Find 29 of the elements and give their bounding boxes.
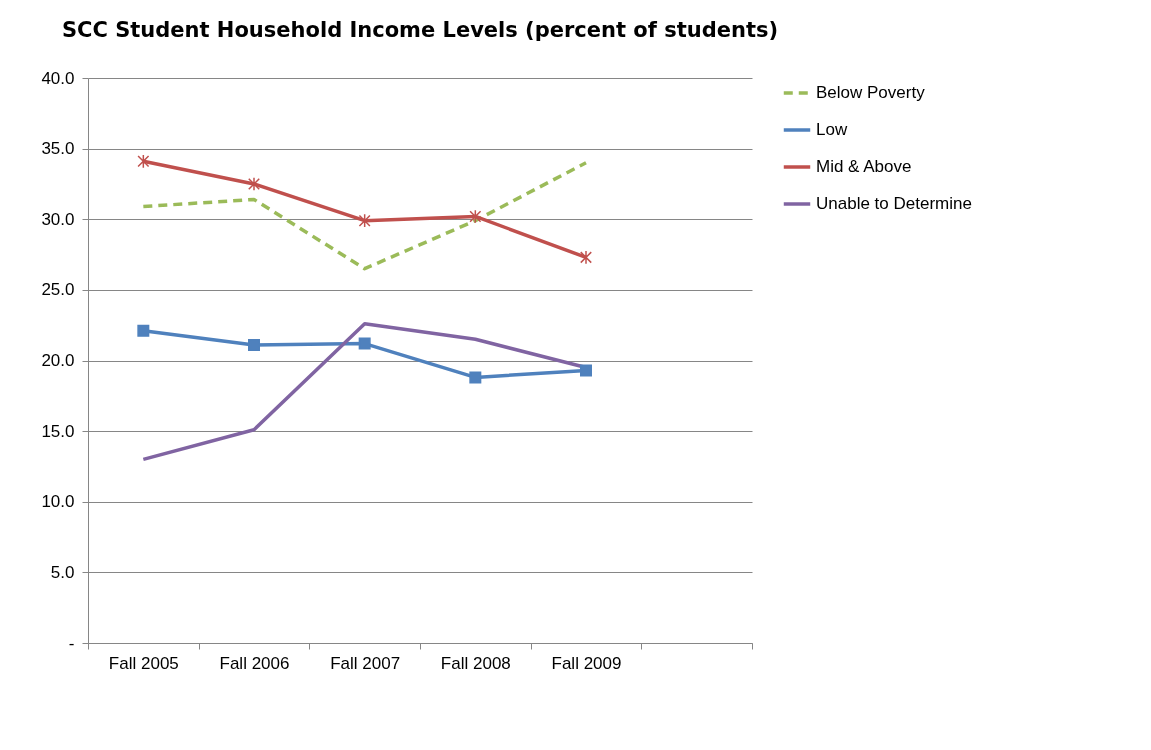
x-tick-label: Fall 2007 (330, 653, 401, 673)
y-tick-label: 10.0 (41, 492, 75, 512)
point (580, 364, 592, 377)
x-tick-label: Fall 2006 (219, 653, 290, 673)
legend-label: Unable to Determine (816, 194, 972, 213)
y-tick-label: 30.0 (41, 209, 75, 229)
legend-label: Mid & Above (816, 157, 912, 176)
point (137, 154, 150, 169)
legend-label: Below Poverty (816, 83, 926, 102)
y-tick-label: - (68, 633, 75, 653)
point (358, 213, 371, 228)
point (469, 371, 482, 384)
point (248, 338, 260, 351)
y-tick-label: 25.0 (41, 280, 75, 300)
point (248, 176, 260, 191)
y-tick-label: 5.0 (50, 562, 75, 582)
point (137, 324, 150, 337)
y-tick-label: 35.0 (41, 139, 75, 159)
x-tick-label: Fall 2009 (551, 653, 622, 673)
y-tick-label: 15.0 (41, 421, 75, 441)
point (580, 250, 592, 265)
y-tick-label: 40.0 (41, 68, 75, 88)
point (469, 209, 482, 224)
point (358, 337, 371, 350)
y-tick-label: 20.0 (41, 351, 75, 370)
x-tick-label: Fall 2005 (108, 653, 179, 673)
chart-title: SCC Student Household Income Levels (percent of students) (61, 18, 779, 42)
legend-label: Low (816, 120, 848, 139)
x-tick-label: Fall 2008 (440, 653, 511, 673)
